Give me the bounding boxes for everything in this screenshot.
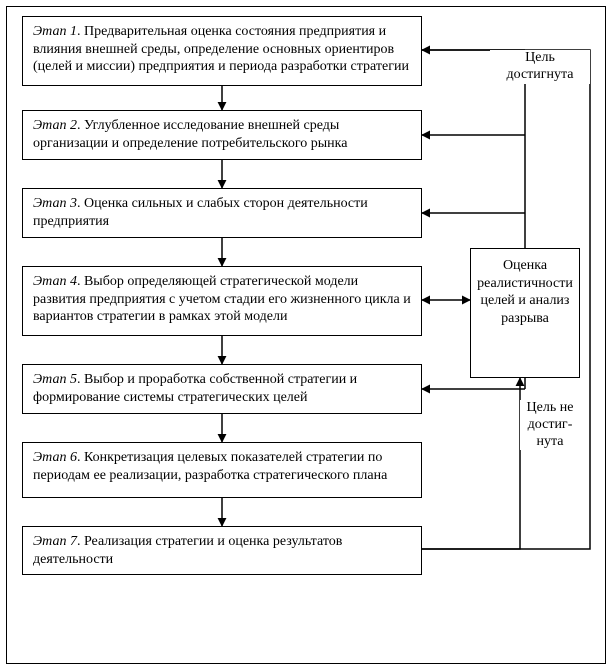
stage5-text: . Выбор и проработка собственной стратег…: [33, 372, 357, 405]
label-goal-reached: Цель достигнута: [490, 50, 590, 84]
flowchart-canvas: Этап 1. Предварительная оценка состояния…: [0, 0, 612, 670]
stage1-label: Этап 1: [33, 24, 77, 39]
stage2-label: Этап 2: [33, 118, 77, 133]
stage6-box: Этап 6. Конкретизация целевых показателе…: [22, 442, 422, 498]
stage3-label: Этап 3: [33, 196, 77, 211]
stage7-text: . Реализация стратегии и оценка результа…: [33, 534, 342, 567]
stage4-box: Этап 4. Выбор определяющей стратегическо…: [22, 266, 422, 336]
stage5-box: Этап 5. Выбор и проработка собственной с…: [22, 364, 422, 414]
label-goal-not-reached: Цель не до­стиг­нута: [520, 400, 580, 450]
feedback-box: Оценка реалистич­ности целей и анализ ра…: [470, 248, 580, 378]
stage7-label: Этап 7: [33, 534, 77, 549]
stage5-label: Этап 5: [33, 372, 77, 387]
stage4-text: . Выбор определяющей стратегической моде…: [33, 274, 411, 324]
stage3-box: Этап 3. Оценка сильных и слабых сторон д…: [22, 188, 422, 238]
stage6-label: Этап 6: [33, 450, 77, 465]
stage3-text: . Оценка сильных и слабых сторон деятель…: [33, 196, 368, 229]
stage1-text: . Предварительная оценка состояния предп…: [33, 24, 409, 74]
stage1-box: Этап 1. Предварительная оценка состояния…: [22, 16, 422, 86]
stage2-box: Этап 2. Углубленное исследование внешней…: [22, 110, 422, 160]
stage4-label: Этап 4: [33, 274, 77, 289]
stage6-text: . Конкретизация целевых показателей стра…: [33, 450, 387, 483]
stage2-text: . Углубленное исследование внешней среды…: [33, 118, 347, 151]
stage7-box: Этап 7. Реализация стратегии и оценка ре…: [22, 526, 422, 575]
